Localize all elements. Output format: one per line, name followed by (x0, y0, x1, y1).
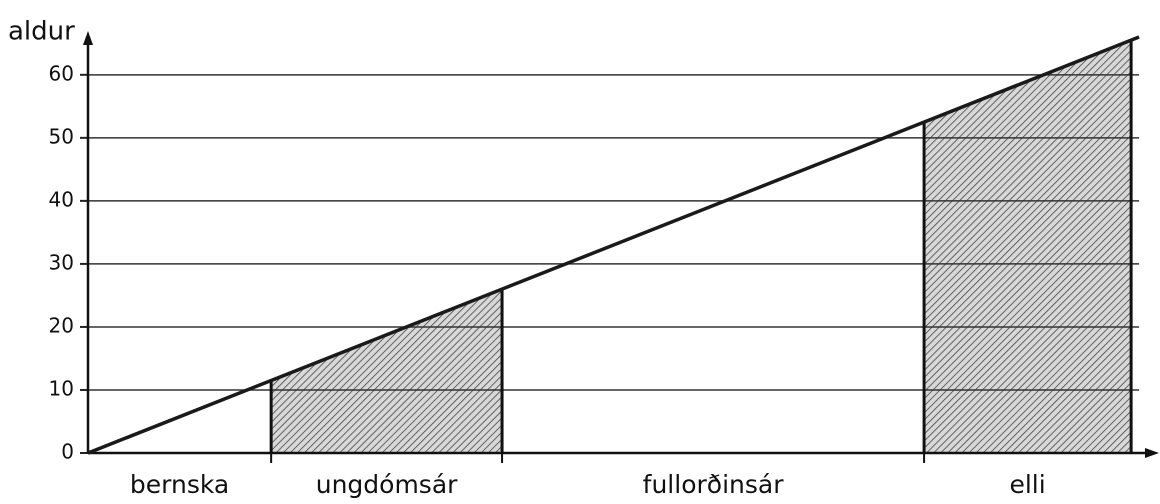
age-line (87, 35, 1140, 455)
y-tick-label: 40 (49, 187, 74, 211)
y-tick-label: 0 (61, 440, 74, 464)
y-axis-arrow (83, 31, 93, 45)
stage-label: ungdómsár (316, 470, 458, 499)
x-axis-arrow (1145, 448, 1159, 458)
shaded-stage (271, 289, 503, 453)
shaded-stage (924, 40, 1132, 453)
y-axis-label: aldur (8, 17, 75, 47)
y-tick-label: 50 (49, 124, 74, 148)
stage-label: bernska (130, 470, 229, 499)
stage-label: elli (1009, 470, 1045, 499)
y-tick-label: 20 (49, 313, 74, 337)
y-tick-label: 30 (49, 250, 74, 274)
y-tick-label: 10 (49, 376, 74, 400)
y-tick-label: 60 (49, 61, 74, 85)
stage-label: fullorðinsár (643, 470, 785, 499)
